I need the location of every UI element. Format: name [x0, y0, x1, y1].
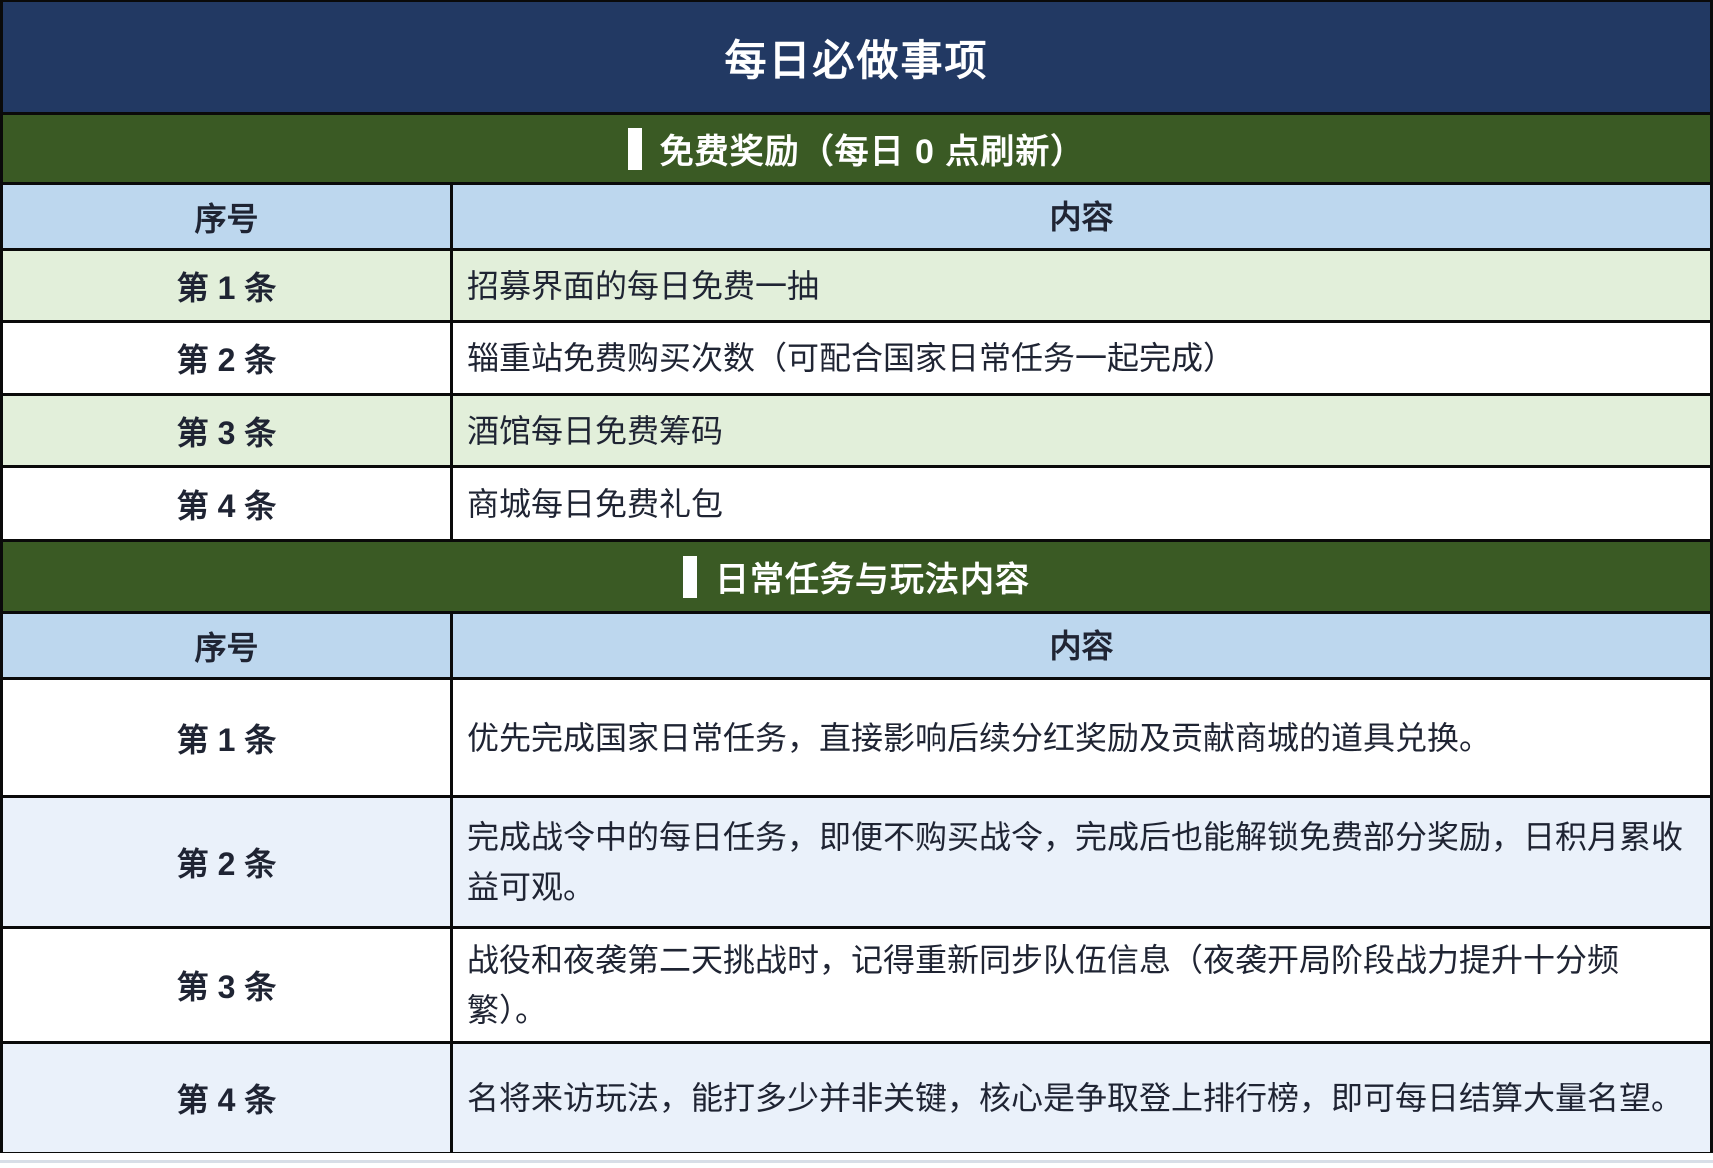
section-marker-bar-icon: [627, 127, 642, 170]
section-header-text: 日常任务与玩法内容: [715, 561, 1030, 599]
column-header-content: 内容: [1049, 627, 1114, 664]
page-title: 每日必做事项: [3, 2, 1710, 112]
table-row: 第 1 条 优先完成国家日常任务，直接影响后续分红奖励及贡献商城的道具兑换。: [3, 677, 1710, 795]
row-content: 名将来访玩法，能打多少并非关键，核心是争取登上排行榜，即可每日结算大量名望。: [467, 1080, 1684, 1116]
row-content: 战役和夜袭第二天挑战时，记得重新同步队伍信息（夜袭开局阶段战力提升十分频繁）。: [467, 942, 1620, 1028]
row-content: 商城每日免费礼包: [467, 485, 724, 522]
table-row: 第 3 条 酒馆每日免费筹码: [3, 393, 1710, 465]
table-header-row: 序号 内容: [3, 182, 1710, 248]
section-marker-bar-icon: [683, 555, 697, 598]
bottom-divider-line: [0, 1160, 1713, 1163]
row-content: 招募界面的每日免费一抽: [467, 267, 820, 304]
row-content: 辎重站免费购买次数（可配合国家日常任务一起完成）: [467, 340, 1236, 376]
table-row: 第 4 条 商城每日免费礼包: [3, 465, 1710, 539]
row-number: 第 4 条: [3, 468, 453, 539]
row-content: 酒馆每日免费筹码: [467, 412, 724, 449]
row-number: 第 4 条: [3, 1044, 453, 1152]
row-number: 第 3 条: [3, 929, 453, 1041]
column-header-no: 序号: [3, 614, 453, 677]
page-title-text: 每日必做事项: [724, 36, 989, 84]
row-number: 第 2 条: [3, 798, 453, 926]
table-row: 第 1 条 招募界面的每日免费一抽: [3, 248, 1710, 320]
section-header-daily-tasks: 日常任务与玩法内容: [3, 539, 1710, 611]
table-header-row: 序号 内容: [3, 611, 1710, 677]
section-header-free-rewards: 免费奖励（每日 0 点刷新）: [3, 112, 1710, 182]
row-number: 第 2 条: [3, 323, 453, 393]
row-content: 优先完成国家日常任务，直接影响后续分红奖励及贡献商城的道具兑换。: [467, 719, 1492, 756]
section-header-text: 免费奖励（每日 0 点刷新）: [659, 133, 1086, 171]
row-number: 第 1 条: [3, 251, 453, 320]
table-row: 第 2 条 完成战令中的每日任务，即便不购买战令，完成后也能解锁免费部分奖励，日…: [3, 795, 1710, 926]
row-content: 完成战令中的每日任务，即便不购买战令，完成后也能解锁免费部分奖励，日积月累收益可…: [467, 819, 1684, 905]
column-header-content: 内容: [1049, 198, 1114, 235]
column-header-no: 序号: [3, 185, 453, 248]
table-row: 第 2 条 辎重站免费购买次数（可配合国家日常任务一起完成）: [3, 320, 1710, 393]
table-row: 第 3 条 战役和夜袭第二天挑战时，记得重新同步队伍信息（夜袭开局阶段战力提升十…: [3, 926, 1710, 1041]
row-number: 第 1 条: [3, 680, 453, 795]
table-row: 第 4 条 名将来访玩法，能打多少并非关键，核心是争取登上排行榜，即可每日结算大…: [3, 1041, 1710, 1155]
row-number: 第 3 条: [3, 396, 453, 465]
bottom-strip: [0, 1153, 1713, 1168]
